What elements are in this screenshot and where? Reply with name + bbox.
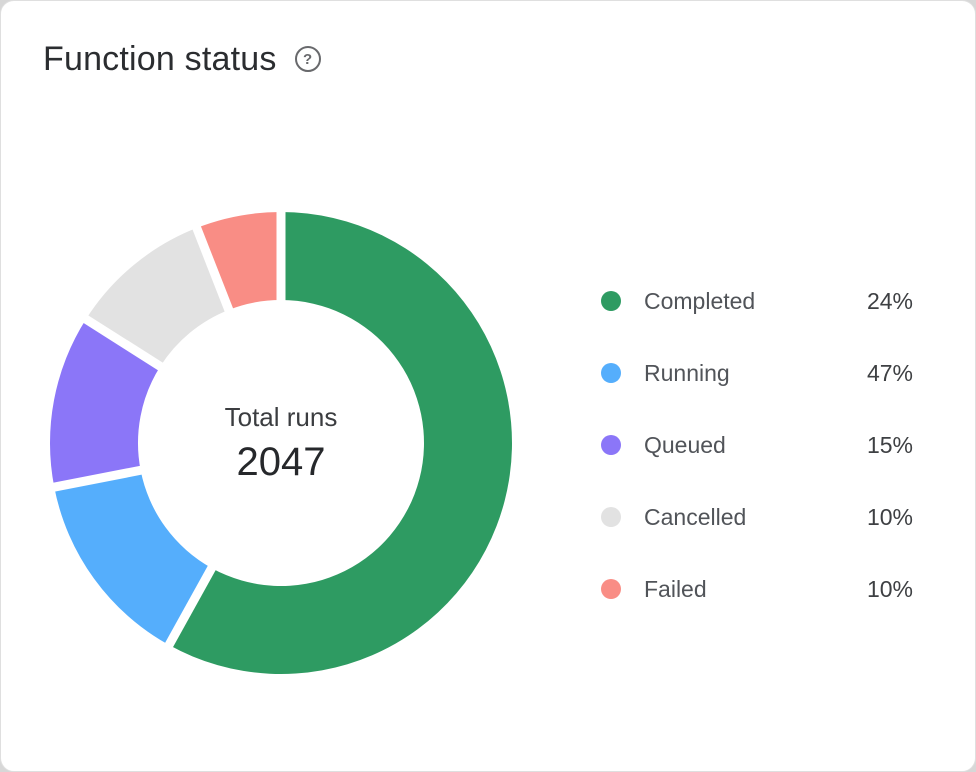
segment-gap	[191, 223, 236, 319]
legend-swatch-icon	[601, 291, 621, 311]
legend-percent: 24%	[866, 287, 913, 314]
legend-label: Failed	[644, 575, 707, 602]
segment-gap	[81, 313, 170, 375]
legend-item-failed[interactable]: Failed 10%	[601, 575, 913, 602]
card-header: Function status ?	[43, 39, 321, 79]
question-mark-icon[interactable]: ?	[294, 46, 321, 72]
legend-item-queued[interactable]: Queued 15%	[601, 431, 913, 458]
legend-percent: 10%	[866, 575, 913, 602]
donut-svg	[49, 211, 512, 674]
legend-percent: 10%	[866, 503, 913, 530]
donut-segment-failed[interactable]	[196, 212, 281, 310]
donut-segment-cancelled[interactable]	[85, 227, 229, 367]
legend-label: Queued	[644, 431, 726, 458]
segment-gap	[50, 464, 150, 493]
legend-label: Running	[644, 359, 730, 386]
legend-percent: 15%	[866, 431, 913, 458]
donut-chart: Total runs 2047	[49, 211, 513, 675]
legend-item-running[interactable]: Running 47%	[601, 359, 913, 386]
legend-item-cancelled[interactable]: Cancelled 10%	[601, 503, 913, 530]
legend: Completed 24% Running 47% Queued 15% Cancelled…	[601, 287, 913, 602]
donut-segment-queued[interactable]	[49, 319, 161, 488]
legend-item-completed[interactable]: Completed 24%	[601, 287, 913, 314]
page-title: Function status	[43, 40, 277, 78]
segment-gap	[163, 558, 220, 650]
legend-label: Completed	[644, 287, 756, 314]
legend-swatch-icon	[601, 507, 621, 527]
legend-label: Cancelled	[644, 503, 747, 530]
legend-percent: 47%	[866, 359, 913, 386]
legend-swatch-icon	[601, 579, 621, 599]
donut-segment-running[interactable]	[54, 470, 212, 646]
legend-swatch-icon	[601, 435, 621, 455]
donut-segment-completed[interactable]	[169, 212, 512, 674]
legend-swatch-icon	[601, 363, 621, 383]
